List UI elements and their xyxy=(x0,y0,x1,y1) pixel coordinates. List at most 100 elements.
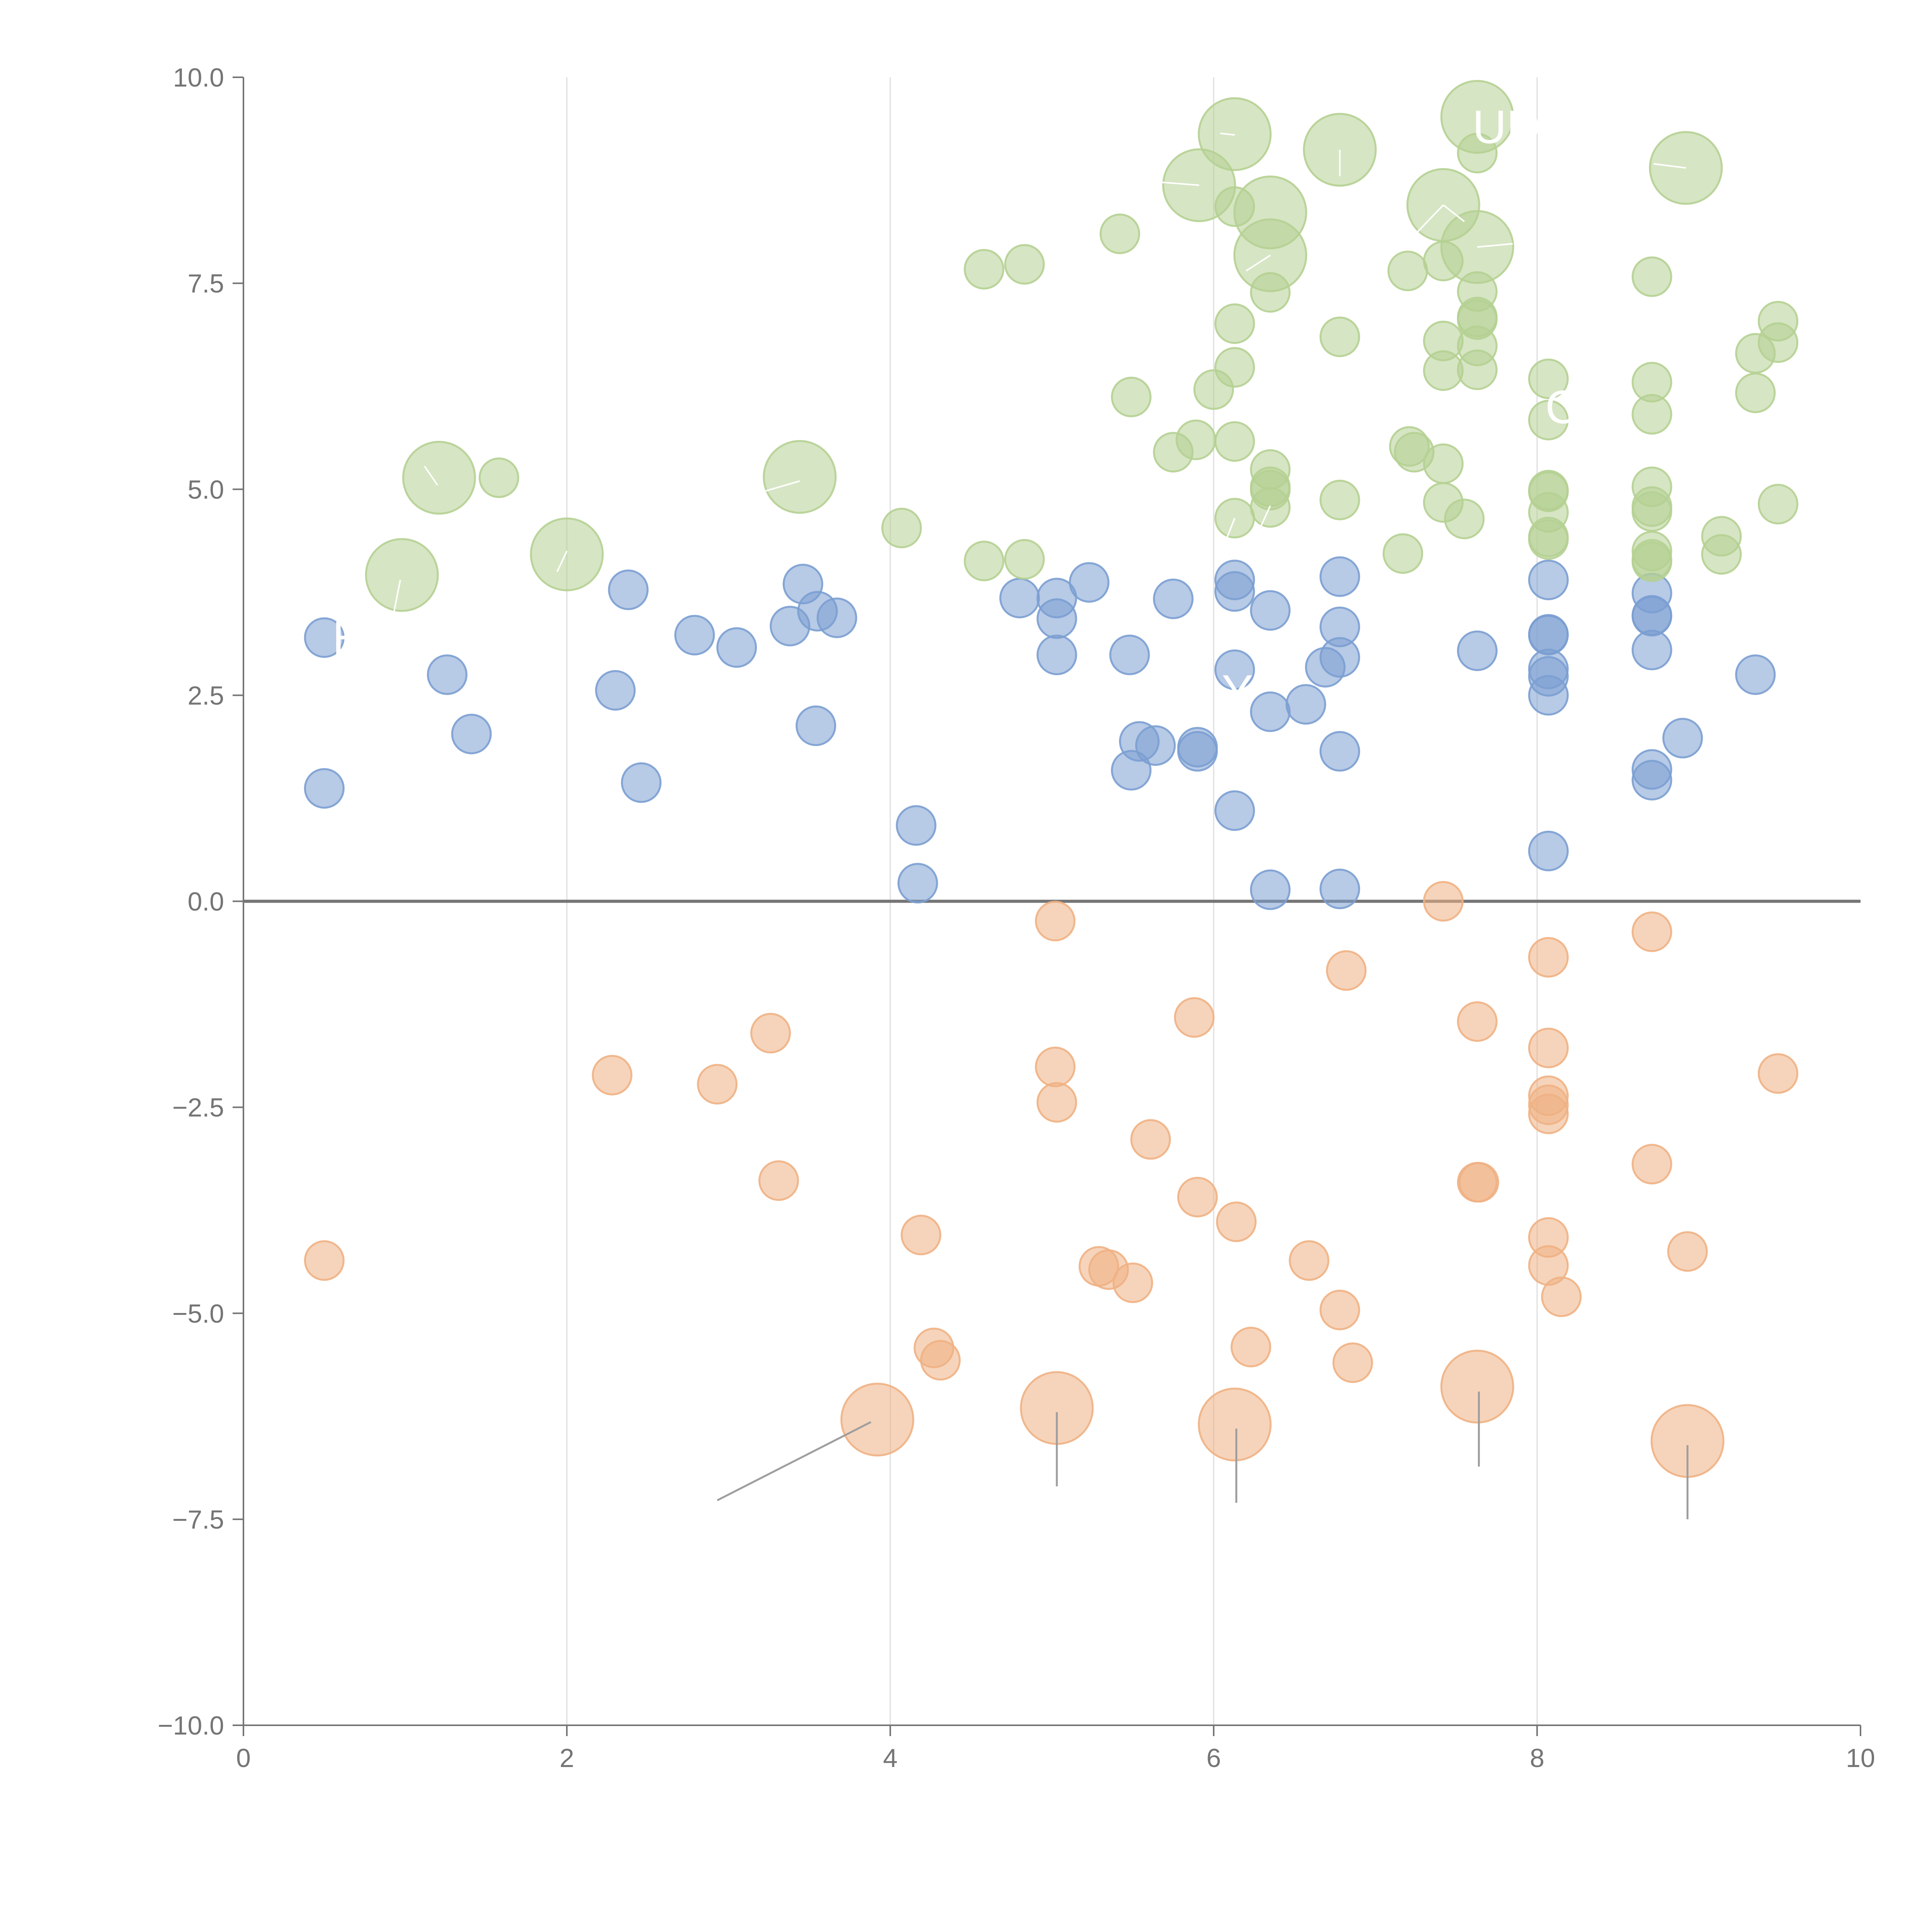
orange-bubble xyxy=(1332,1342,1373,1383)
blue-bubble xyxy=(1319,731,1360,772)
green-bubble xyxy=(964,541,1005,582)
orange-bubble xyxy=(1758,1053,1799,1094)
blue-bubble xyxy=(304,617,345,658)
green-bubble xyxy=(881,507,922,548)
orange-bubble xyxy=(1112,1262,1153,1303)
bubble-label: L xyxy=(457,401,483,454)
leader-line xyxy=(1245,254,1271,272)
blue-bubble xyxy=(1036,598,1077,639)
y-tick-label: −7.5 xyxy=(172,1505,224,1534)
green-bubble xyxy=(1631,256,1672,297)
green-bubble xyxy=(1214,303,1255,344)
green-bubble xyxy=(1099,213,1140,254)
bubble-labels: UD E L Y C xyxy=(332,101,1579,718)
green-bubble xyxy=(1111,376,1152,417)
orange-bubble xyxy=(1541,1276,1582,1317)
blue-bubble xyxy=(1069,562,1110,603)
axes: 0 2 4 6 8 10 10.0 7.5 5.0 2.5 0.0 −2.5 −5.0 −7.5 −10.0 xyxy=(158,63,1875,1773)
orange-bubble xyxy=(1036,1082,1077,1123)
orange-bubble xyxy=(1631,911,1672,952)
green-bubble xyxy=(365,538,439,612)
orange-bubble xyxy=(1174,997,1215,1038)
blue-bubble xyxy=(1528,560,1569,600)
leader-line xyxy=(1443,204,1465,222)
bubble-label: UD xyxy=(1473,101,1541,153)
blue-bubble xyxy=(595,670,636,711)
leader-line xyxy=(1226,518,1236,539)
y-tick-label: 10.0 xyxy=(173,63,224,92)
orange-bubble xyxy=(920,1340,961,1381)
blue-bubble xyxy=(1319,556,1360,597)
orange-bubble xyxy=(1528,1094,1569,1134)
blue-bubble xyxy=(304,768,345,809)
leader-line xyxy=(1220,133,1235,136)
green-bubble xyxy=(1457,133,1498,173)
orange-bubble xyxy=(1230,1327,1271,1367)
orange-bubble xyxy=(592,1054,633,1095)
orange-bubble xyxy=(1528,1027,1569,1068)
green-bubble xyxy=(1701,534,1742,575)
green-bubble xyxy=(1631,541,1672,582)
x-tick-label: 0 xyxy=(236,1743,251,1773)
orange-bubble xyxy=(697,1064,738,1105)
blue-bubble xyxy=(1250,691,1291,732)
blue-bubble xyxy=(1631,629,1672,670)
bubble-label: Y xyxy=(1222,665,1253,718)
x-tick-label: 10 xyxy=(1846,1743,1875,1773)
y-tick-label: −5.0 xyxy=(172,1299,224,1328)
orange-bubble xyxy=(1319,1289,1360,1330)
green-bubble xyxy=(763,440,837,514)
blue-bubble xyxy=(896,805,937,846)
blue-bubble xyxy=(1135,725,1176,766)
leader-line xyxy=(1477,243,1513,248)
bubbles xyxy=(304,80,1799,1478)
blue-bubble xyxy=(621,762,662,803)
leader-line xyxy=(1653,163,1686,169)
x-tick-label: 4 xyxy=(883,1743,898,1773)
green-bubble xyxy=(1250,272,1291,313)
leader-line xyxy=(1258,505,1271,531)
orange-bubble xyxy=(1216,1201,1257,1242)
leader-line xyxy=(765,480,800,492)
green-bubble xyxy=(1004,244,1045,285)
x-tick-label: 6 xyxy=(1206,1743,1221,1773)
blue-bubble xyxy=(1319,869,1360,910)
blue-bubble xyxy=(1457,630,1498,671)
blue-bubble xyxy=(1319,637,1360,678)
green-bubble xyxy=(1423,350,1464,391)
green-bubble xyxy=(964,249,1005,290)
bubble-label: E xyxy=(332,612,364,664)
orange-bubble xyxy=(1667,1231,1708,1272)
green-bubble xyxy=(1319,316,1360,357)
green-bubble xyxy=(1528,519,1569,560)
green-bubble xyxy=(1383,533,1423,574)
x-tick-label: 2 xyxy=(560,1743,574,1773)
leader-line xyxy=(717,1421,871,1502)
blue-bubble xyxy=(1286,684,1327,725)
green-bubble xyxy=(402,440,476,515)
x-tick-label: 8 xyxy=(1530,1743,1544,1773)
blue-bubble xyxy=(451,714,492,755)
blue-bubble xyxy=(1631,760,1672,801)
orange-bubble xyxy=(1130,1119,1171,1160)
leader-line xyxy=(391,580,401,621)
green-bubble xyxy=(1214,421,1255,462)
orange-bubble xyxy=(1035,1046,1076,1087)
y-tick-label: −10.0 xyxy=(158,1711,224,1740)
blue-bubble xyxy=(1214,571,1255,612)
orange-bubble xyxy=(1631,1144,1672,1185)
green-bubble xyxy=(1758,484,1799,525)
blue-bubble xyxy=(716,627,757,668)
y-tick-label: −2.5 xyxy=(172,1093,224,1122)
blue-bubble xyxy=(1250,869,1291,910)
orange-bubble xyxy=(1326,950,1367,991)
orange-bubble xyxy=(304,1240,345,1281)
blue-bubble xyxy=(1214,649,1255,690)
blue-bubble xyxy=(427,654,468,695)
orange-bubble xyxy=(1423,881,1464,922)
blue-bubble xyxy=(1109,634,1150,675)
green-bubble xyxy=(1631,394,1672,435)
orange-bubble xyxy=(758,1160,799,1201)
green-bubble xyxy=(1457,349,1498,390)
orange-bubble xyxy=(1528,937,1569,978)
